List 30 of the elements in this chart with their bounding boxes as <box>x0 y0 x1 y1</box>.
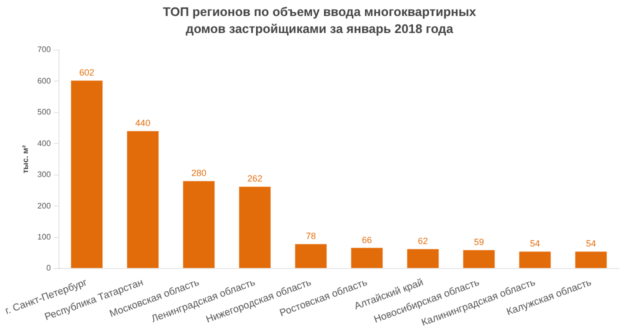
data-label: 262 <box>247 174 262 184</box>
y-tick-label: 500 <box>37 108 52 117</box>
bar <box>407 249 439 268</box>
bar <box>351 248 383 268</box>
bar <box>575 252 607 268</box>
bar <box>295 244 327 268</box>
y-tick-label: 400 <box>37 138 52 148</box>
data-label: 54 <box>530 238 540 249</box>
data-label: 602 <box>79 68 94 78</box>
bar <box>71 80 103 268</box>
data-label: 62 <box>418 236 428 246</box>
y-tick-label: 600 <box>37 76 52 86</box>
chart-title: ТОП регионов по объему ввода многоквартирных домов застройщиками за январь 2018 года <box>162 4 478 38</box>
y-tick-label: 700 <box>37 45 52 54</box>
data-label: 440 <box>135 118 150 128</box>
data-label: 280 <box>191 168 206 178</box>
bar <box>463 250 495 268</box>
data-label: 78 <box>306 231 316 242</box>
y-tick-label: 0 <box>46 264 52 273</box>
bar <box>519 252 551 268</box>
y-tick-label: 100 <box>37 232 52 242</box>
data-label: 59 <box>474 237 484 248</box>
data-label: 54 <box>586 238 596 249</box>
bar <box>239 186 271 268</box>
data-label: 66 <box>362 234 372 245</box>
bar <box>183 181 215 268</box>
bar <box>127 131 159 268</box>
y-tick-label: 300 <box>37 170 52 180</box>
y-tick-label: 200 <box>37 201 52 210</box>
y-axis-title: тыс. м² <box>20 144 30 174</box>
